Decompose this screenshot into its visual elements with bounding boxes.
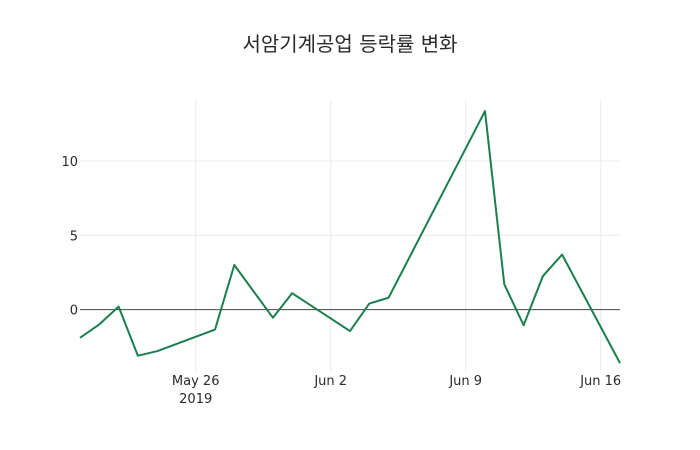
y-tick-label: 0 — [70, 304, 78, 319]
x-tick-year-label: 2019 — [179, 392, 212, 407]
y-axis-ticks: 0 5 10 — [61, 155, 78, 319]
x-tick-label: Jun 9 — [448, 374, 482, 389]
x-tick-label: Jun 16 — [579, 374, 621, 389]
chart-title: 서암기계공업 등락률 변화 — [242, 32, 458, 56]
series-line — [79, 110, 621, 364]
y-tick-label: 10 — [61, 155, 78, 170]
x-axis-ticks: May 26 2019 Jun 2 Jun 9 Jun 16 — [172, 374, 621, 407]
y-tick-label: 5 — [70, 229, 78, 244]
x-tick-label: May 26 — [172, 374, 220, 389]
x-tick-label: Jun 2 — [313, 374, 347, 389]
